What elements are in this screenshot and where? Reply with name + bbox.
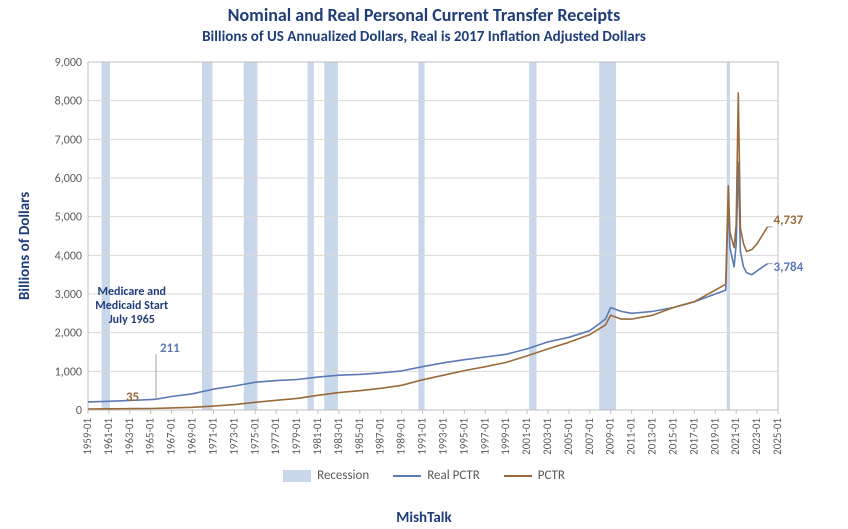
svg-text:1995-01: 1995-01	[457, 418, 470, 455]
svg-text:2003-01: 2003-01	[541, 418, 554, 455]
legend-label: Real PCTR	[427, 468, 480, 483]
chart-plot: 0 1,000 2,000 3,000 4,000 5,000 6,000 7,000 8,00…	[0, 0, 848, 529]
legend-label: PCTR	[538, 468, 565, 483]
legend-item: PCTR	[504, 468, 565, 483]
svg-text:8,000: 8,000	[55, 95, 82, 109]
svg-text:2007-01: 2007-01	[583, 418, 596, 455]
legend-swatch	[393, 475, 421, 477]
svg-text:1975-01: 1975-01	[248, 418, 261, 455]
svg-text:1991-01: 1991-01	[416, 418, 429, 455]
svg-text:1961-01: 1961-01	[102, 418, 115, 455]
recession-band	[599, 62, 616, 410]
svg-text:1997-01: 1997-01	[478, 418, 491, 455]
legend-label: Recession	[317, 468, 369, 483]
chart-container: Nominal and Real Personal Current Transf…	[0, 0, 848, 529]
svg-text:2025-01: 2025-01	[771, 418, 784, 455]
callout-real-end: 3,784	[774, 260, 804, 275]
svg-text:2023-01: 2023-01	[750, 418, 763, 455]
svg-text:2001-01: 2001-01	[520, 418, 533, 455]
annotation-medicare: Medicare andMedicaid StartJuly 1965	[95, 286, 168, 327]
recession-band	[202, 62, 212, 410]
recession-band	[244, 62, 258, 410]
svg-text:1999-01: 1999-01	[499, 418, 512, 455]
legend-swatch	[283, 470, 311, 482]
recession-band	[324, 62, 338, 410]
svg-text:1959-01: 1959-01	[81, 418, 94, 455]
legend-item: Recession	[283, 468, 369, 483]
svg-text:1963-01: 1963-01	[123, 418, 136, 455]
svg-text:2017-01: 2017-01	[687, 418, 700, 455]
svg-text:1967-01: 1967-01	[165, 418, 178, 455]
svg-text:1969-01: 1969-01	[186, 418, 199, 455]
recession-band	[308, 62, 314, 410]
svg-text:1989-01: 1989-01	[395, 418, 408, 455]
callout-real-start: 211	[160, 341, 180, 356]
recession-band	[529, 62, 536, 410]
svg-text:2011-01: 2011-01	[625, 418, 638, 455]
svg-text:5,000: 5,000	[55, 211, 82, 225]
svg-text:2013-01: 2013-01	[646, 418, 659, 455]
chart-legend: Recession Real PCTR PCTR	[0, 468, 848, 483]
svg-text:1,000: 1,000	[55, 365, 82, 379]
svg-text:0: 0	[76, 404, 82, 418]
svg-text:2009-01: 2009-01	[604, 418, 617, 455]
svg-text:7,000: 7,000	[55, 133, 82, 147]
svg-text:4,000: 4,000	[55, 249, 82, 263]
svg-text:2,000: 2,000	[55, 327, 82, 341]
svg-text:1993-01: 1993-01	[436, 418, 449, 455]
svg-text:2015-01: 2015-01	[666, 418, 679, 455]
svg-text:1985-01: 1985-01	[353, 418, 366, 455]
recession-band	[418, 62, 424, 410]
legend-swatch	[504, 475, 532, 477]
chart-footer: MishTalk	[0, 509, 848, 527]
svg-text:1971-01: 1971-01	[206, 418, 219, 455]
svg-text:1979-01: 1979-01	[290, 418, 303, 455]
svg-text:1981-01: 1981-01	[311, 418, 324, 455]
svg-text:1987-01: 1987-01	[374, 418, 387, 455]
svg-text:1965-01: 1965-01	[144, 418, 157, 455]
svg-text:2005-01: 2005-01	[562, 418, 575, 455]
recession-band	[102, 62, 110, 410]
svg-text:1983-01: 1983-01	[332, 418, 345, 455]
svg-text:6,000: 6,000	[55, 172, 82, 186]
svg-text:2021-01: 2021-01	[729, 418, 742, 455]
legend-item: Real PCTR	[393, 468, 480, 483]
callout-nominal-start: 35	[126, 390, 139, 405]
svg-text:9,000: 9,000	[55, 56, 82, 70]
callout-nominal-end: 4,737	[774, 213, 804, 228]
svg-text:1977-01: 1977-01	[269, 418, 282, 455]
svg-text:2019-01: 2019-01	[708, 418, 721, 455]
svg-text:1973-01: 1973-01	[227, 418, 240, 455]
svg-text:3,000: 3,000	[55, 288, 82, 302]
